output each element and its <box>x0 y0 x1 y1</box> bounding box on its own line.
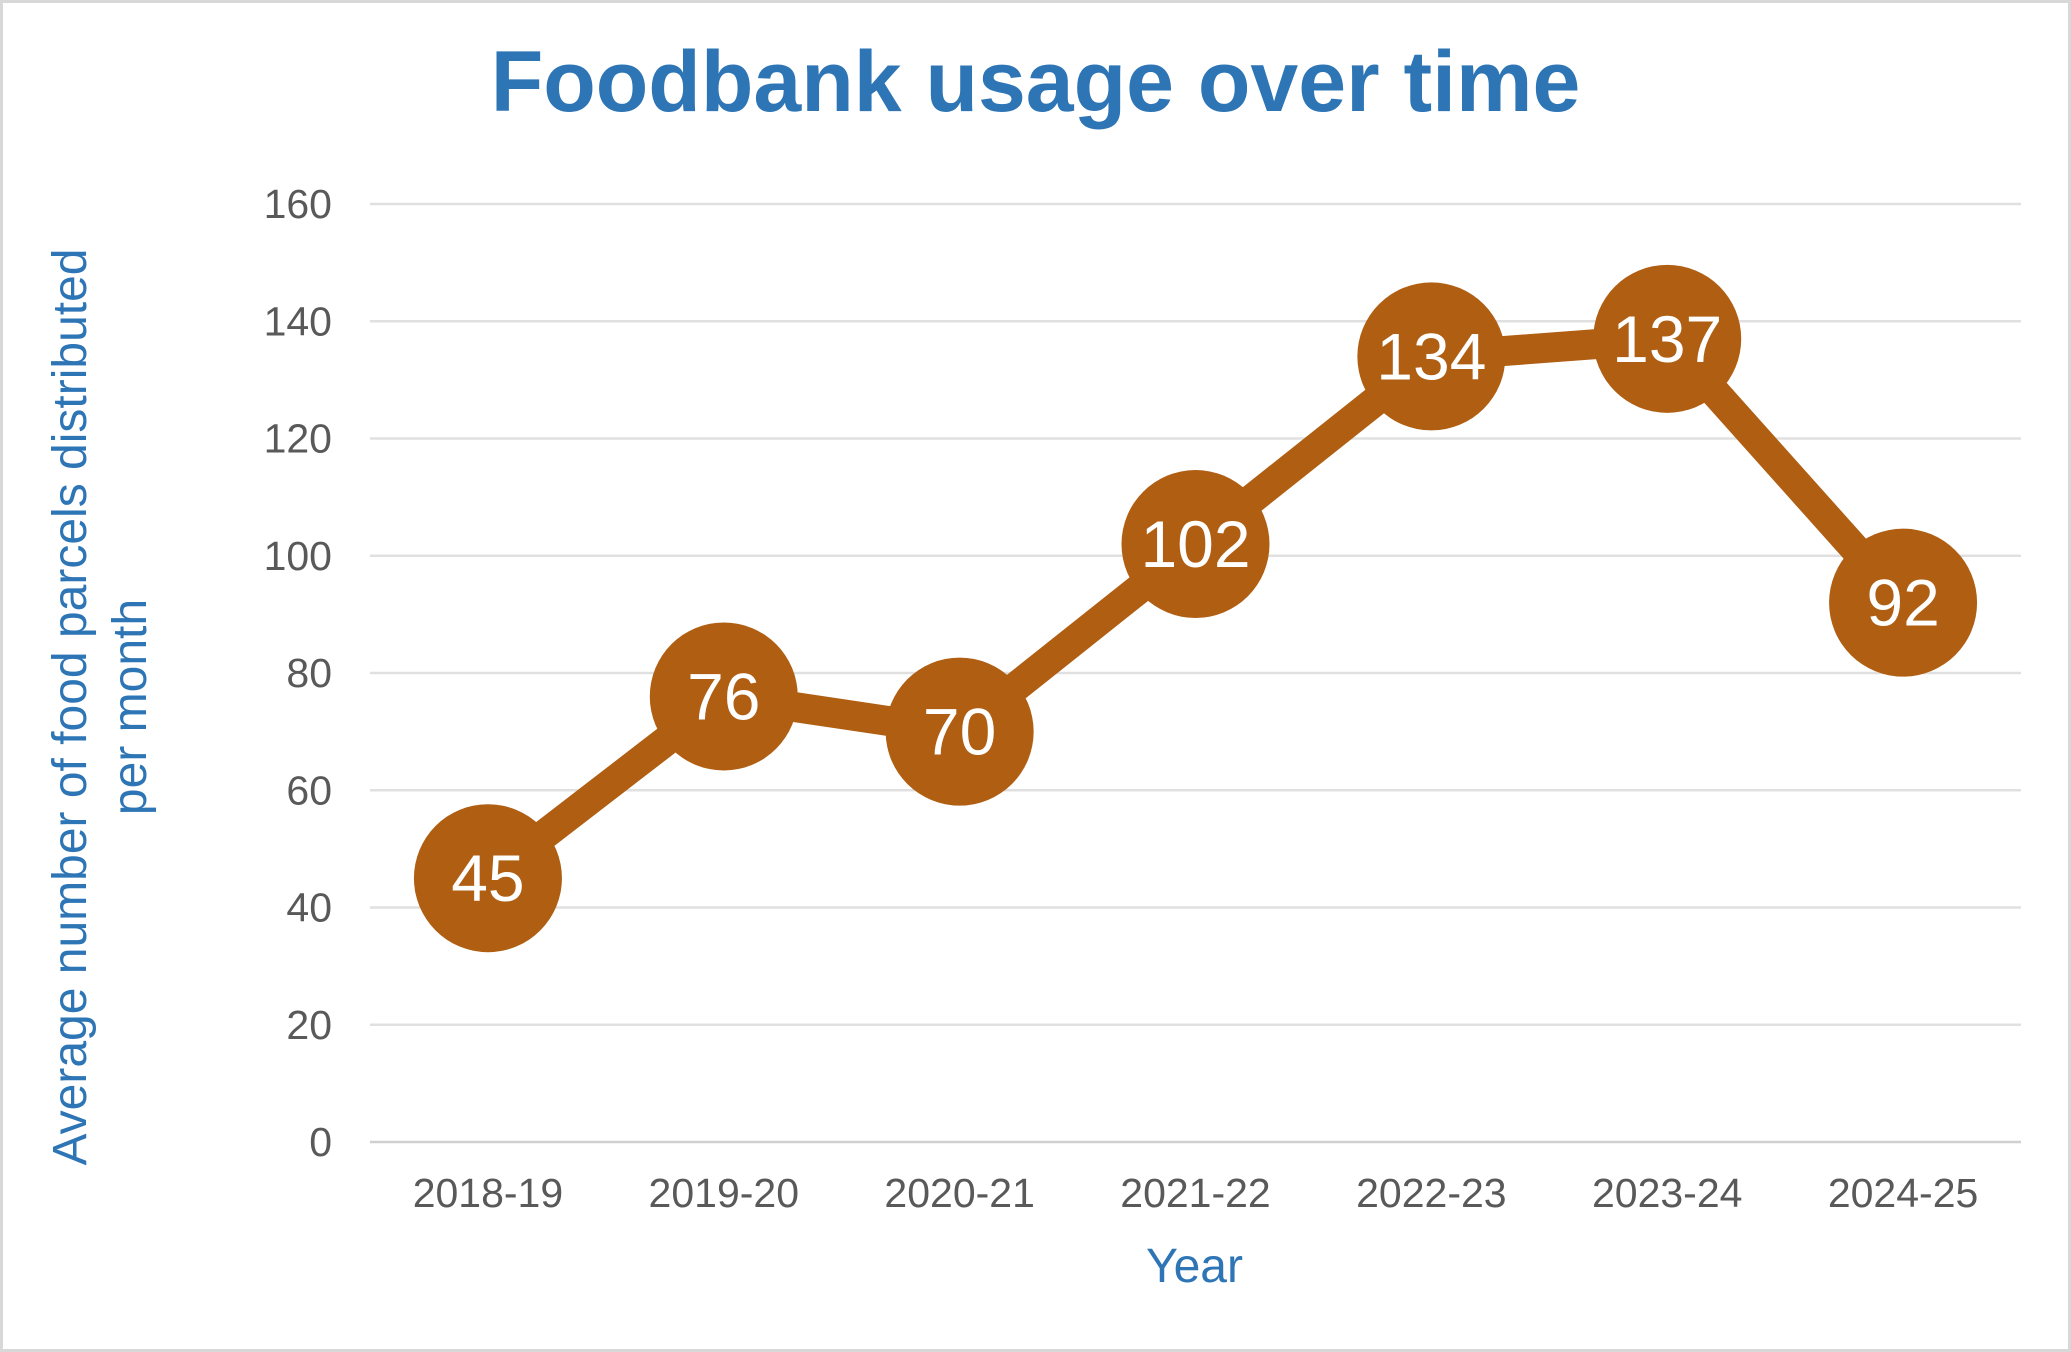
line-chart-plot: 0 20 40 60 80 100 120 140 160 2018-19 2019-20 2020-… <box>264 181 2021 1216</box>
data-point-marker <box>885 657 1034 806</box>
y-tick-label: 100 <box>264 533 332 579</box>
data-point-label: 45 <box>451 841 524 915</box>
y-tick-label: 0 <box>309 1119 332 1165</box>
x-tick-label: 2019-20 <box>649 1170 799 1216</box>
data-point-marker <box>649 622 798 771</box>
data-point-label: 92 <box>1866 566 1939 640</box>
data-point-marker <box>1829 528 1978 677</box>
y-tick-label: 160 <box>264 181 332 227</box>
y-tick-label: 20 <box>286 1002 332 1048</box>
x-tick-label: 2023-24 <box>1592 1170 1742 1216</box>
data-point-label: 70 <box>923 695 996 769</box>
data-point-marker <box>413 804 562 953</box>
x-axis-title: Year <box>1146 1240 1243 1293</box>
chart-title: Foodbank usage over time <box>490 34 1581 130</box>
y-tick-label: 140 <box>264 298 332 344</box>
x-tick-label: 2018-19 <box>413 1170 563 1216</box>
x-tick-label: 2021-22 <box>1120 1170 1270 1216</box>
y-tick-label: 80 <box>286 650 332 696</box>
y-tick-label: 60 <box>286 767 332 813</box>
x-tick-label: 2022-23 <box>1356 1170 1506 1216</box>
data-point-label: 137 <box>1612 302 1722 376</box>
y-tick-label: 120 <box>264 416 332 462</box>
x-tick-label: 2020-21 <box>884 1170 1034 1216</box>
x-tick-label: 2024-25 <box>1828 1170 1978 1216</box>
data-point-label: 102 <box>1140 507 1250 581</box>
y-tick-label: 40 <box>286 885 332 931</box>
data-point-marker <box>1357 282 1506 431</box>
data-point-label: 76 <box>687 659 760 733</box>
data-point-label: 134 <box>1376 319 1486 393</box>
data-point-marker <box>1121 470 1270 619</box>
data-point-marker <box>1593 264 1742 413</box>
